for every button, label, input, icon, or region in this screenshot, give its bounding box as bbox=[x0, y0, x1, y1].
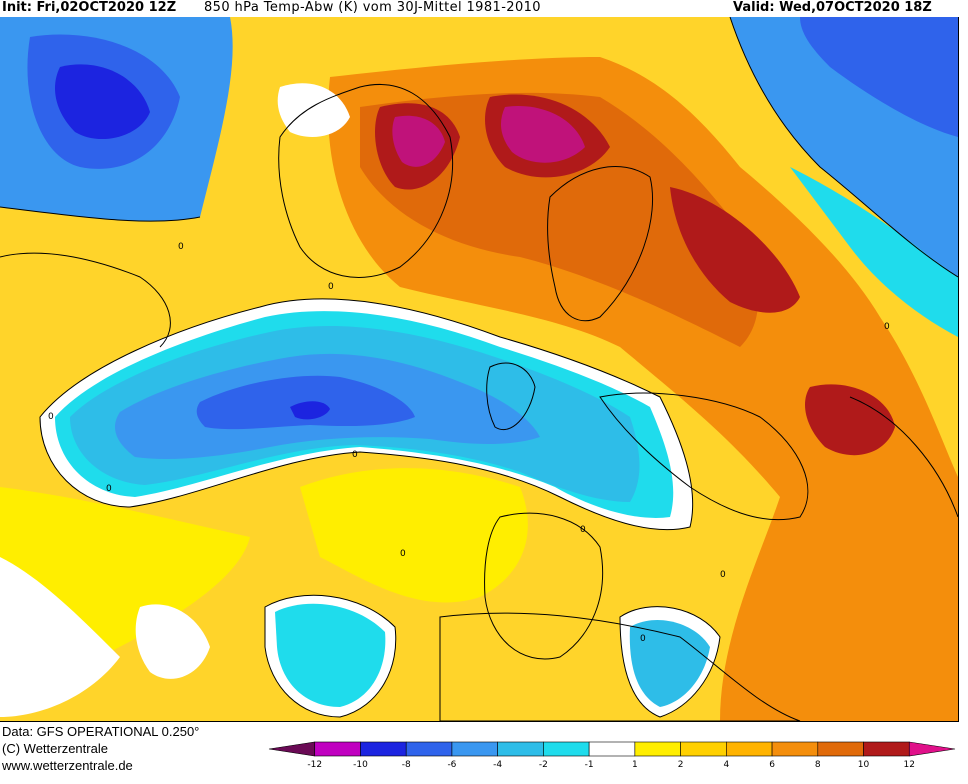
near-zero-patch bbox=[277, 83, 350, 137]
contour-label: 0 bbox=[884, 322, 890, 332]
cold-region-siberia-light bbox=[790, 167, 958, 337]
legend-tick-label: -4 bbox=[493, 760, 502, 770]
legend-tick-label: -6 bbox=[447, 760, 456, 770]
legend-tick-label: 12 bbox=[904, 760, 915, 770]
contour-label: 0 bbox=[328, 282, 334, 292]
legend-bar: -12 -10 -8 -6 -4 -2 -1 1 2 4 6 8 10 12 bbox=[268, 741, 956, 770]
legend-tick-label: 10 bbox=[858, 760, 870, 770]
med-cold-pool bbox=[629, 619, 710, 707]
contour-label: 0 bbox=[178, 242, 184, 252]
legend-swatch bbox=[543, 741, 590, 757]
legend-swatch bbox=[817, 741, 864, 757]
legend-swatch bbox=[451, 741, 498, 757]
contour-label: 0 bbox=[580, 525, 586, 535]
contour-label: 0 bbox=[106, 484, 112, 494]
near-zero-patch bbox=[0, 557, 120, 717]
legend-swatch bbox=[908, 741, 956, 757]
hot-core-svalbard-inner bbox=[500, 106, 585, 163]
legend-tick-label: 4 bbox=[723, 760, 729, 770]
legend-swatch bbox=[863, 741, 910, 757]
legend-tick-label: 2 bbox=[678, 760, 684, 770]
legend-tick-label: 1 bbox=[632, 760, 638, 770]
atlantic-south-cold bbox=[275, 603, 386, 707]
legend-swatch bbox=[634, 741, 681, 757]
hot-core-russia bbox=[670, 187, 800, 313]
hot-core-greenland-inner bbox=[392, 115, 445, 167]
hot-core-balkans bbox=[805, 384, 895, 456]
contour-labels: 0 0 0 0 0 0 0 0 0 0 bbox=[48, 242, 890, 644]
legend-swatch bbox=[360, 741, 407, 757]
contour-label: 0 bbox=[48, 412, 54, 422]
legend-tick-label: -12 bbox=[307, 760, 322, 770]
copyright-label: (C) Wetterzentrale bbox=[2, 741, 108, 756]
legend-tick-label: -8 bbox=[402, 760, 411, 770]
legend-swatch bbox=[726, 741, 773, 757]
legend-swatch bbox=[268, 741, 316, 757]
cold-region-canada-inner bbox=[55, 64, 150, 140]
coastlines bbox=[0, 83, 958, 721]
warm-band-deep bbox=[360, 92, 759, 347]
legend-tick-label: -10 bbox=[353, 760, 368, 770]
legend-swatch bbox=[405, 741, 453, 757]
near-zero-patch bbox=[135, 604, 210, 679]
color-legend: -12 -10 -8 -6 -4 -2 -1 1 2 4 6 8 10 12 bbox=[265, 740, 965, 780]
atlantic-cold-center bbox=[290, 401, 330, 420]
zero-contours bbox=[0, 17, 958, 718]
legend-swatch bbox=[680, 741, 727, 757]
init-time-label: Init: Fri,02OCT2020 12Z bbox=[2, 0, 177, 15]
cold-region-siberia-core bbox=[800, 17, 958, 137]
map-header: Init: Fri,02OCT2020 12Z 850 hPa Temp-Abw… bbox=[0, 0, 968, 16]
legend-swatch bbox=[771, 741, 819, 757]
data-source-label: Data: GFS OPERATIONAL 0.250° bbox=[2, 724, 200, 739]
legend-tick-label: -1 bbox=[585, 760, 594, 770]
valid-time-label: Valid: Wed,07OCT2020 18Z bbox=[733, 0, 932, 15]
weather-map[interactable]: 0 0 0 0 0 0 0 0 0 0 bbox=[0, 17, 959, 722]
contour-label: 0 bbox=[720, 570, 726, 580]
contour-label: 0 bbox=[352, 450, 358, 460]
light-yellow-patch bbox=[300, 468, 528, 603]
anomaly-field: 0 0 0 0 0 0 0 0 0 0 bbox=[0, 17, 958, 721]
contour-label: 0 bbox=[640, 634, 646, 644]
map-footer: Data: GFS OPERATIONAL 0.250° (C) Wetterz… bbox=[2, 723, 262, 774]
legend-tick-label: 6 bbox=[769, 760, 775, 770]
legend-tick-label: 8 bbox=[815, 760, 821, 770]
contour-label: 0 bbox=[400, 549, 406, 559]
legend-tick-label: -2 bbox=[539, 760, 548, 770]
parameter-title: 850 hPa Temp-Abw (K) vom 30J-Mittel 1981… bbox=[204, 0, 541, 15]
legend-swatch bbox=[588, 741, 636, 757]
website-label[interactable]: www.wetterzentrale.de bbox=[2, 758, 133, 773]
legend-swatch bbox=[497, 741, 544, 757]
legend-swatch bbox=[314, 741, 361, 757]
